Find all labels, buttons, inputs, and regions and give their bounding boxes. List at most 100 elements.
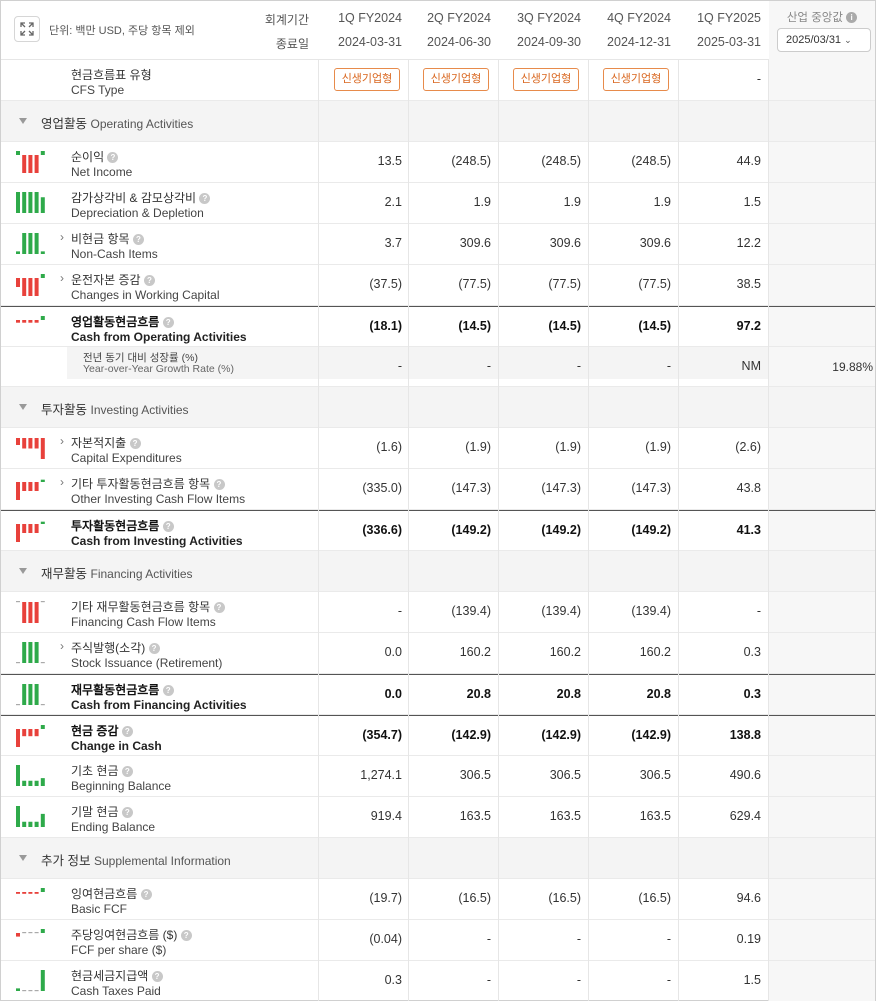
industry-date-select[interactable]: 2025/03/31 ⌄ <box>777 28 871 52</box>
row-label-en: Change in Cash <box>71 739 162 753</box>
collapse-triangle-icon[interactable] <box>19 568 27 574</box>
row-label-ko[interactable]: 운전자본 증감 ? <box>71 271 155 288</box>
row-label-ko: 감가상각비 & 감모상각비 ? <box>71 189 211 206</box>
spark-bar-negative <box>16 278 20 287</box>
info-icon[interactable]: ? <box>199 193 211 204</box>
sparkline-chart <box>16 151 45 173</box>
cell-value: (142.9) <box>451 727 491 742</box>
row-label-text: 영업활동현금흐름 <box>71 315 160 329</box>
spark-bar-negative <box>40 438 45 459</box>
chevron-right-icon[interactable]: › <box>60 230 64 244</box>
row-label-ko[interactable]: 자본적지출 ? <box>71 434 141 451</box>
period-header: 2Q FY2024 <box>427 11 491 25</box>
info-icon[interactable]: ? <box>121 766 133 777</box>
cell-value: (14.5) <box>638 318 671 333</box>
row-label-ko: 기타 재무활동현금흐름 항목 ? <box>71 598 225 615</box>
row-label-text: 운전자본 증감 <box>71 273 141 287</box>
spark-bar-positive <box>34 821 39 827</box>
expand-button[interactable] <box>14 16 40 42</box>
row-label-en: Financing Cash Flow Items <box>71 615 216 629</box>
info-icon[interactable]: ? <box>107 152 119 163</box>
info-icon[interactable]: i <box>846 12 858 23</box>
info-icon[interactable]: ? <box>162 521 174 532</box>
row-label-ko: 전년 동기 대비 성장률 (%) <box>83 352 198 364</box>
row-label-en: Cash from Investing Activities <box>71 534 243 548</box>
info-icon[interactable]: ? <box>213 479 225 490</box>
cell-value: 1,274.1 <box>360 768 402 782</box>
row-label-ko: 기초 현금 ? <box>71 762 133 779</box>
row-label-ko[interactable]: 기타 투자활동현금흐름 항목 ? <box>71 475 225 492</box>
chevron-right-icon[interactable]: › <box>60 639 64 653</box>
spark-bar-positive <box>40 479 45 482</box>
period-header: 4Q FY2024 <box>607 11 671 25</box>
info-icon[interactable]: ? <box>148 643 160 654</box>
cell-value: (1.9) <box>465 440 491 454</box>
section-header[interactable]: 투자활동 Investing Activities <box>1 387 875 428</box>
cell-value: 1.9 <box>473 195 491 209</box>
chevron-right-icon[interactable]: › <box>60 271 64 285</box>
info-icon[interactable]: ? <box>121 726 133 737</box>
info-icon[interactable]: ? <box>151 971 163 982</box>
row-label-ko: 영업활동현금흐름 ? <box>71 313 174 330</box>
spark-bar-negative <box>28 155 33 173</box>
spark-bar-positive <box>40 888 45 892</box>
collapse-triangle-icon[interactable] <box>19 118 27 124</box>
info-icon[interactable]: ? <box>143 275 155 286</box>
spark-bar-negative <box>28 320 33 323</box>
row-label-text: 현금 증감 <box>71 724 119 738</box>
section-header[interactable]: 영업활동 Operating Activities <box>1 101 875 142</box>
info-icon[interactable]: ? <box>140 889 152 900</box>
chevron-right-icon[interactable]: › <box>60 475 64 489</box>
industry-cell <box>769 60 875 100</box>
spark-bar-positive <box>16 151 20 155</box>
cfs-type-badge: 신생기업형 <box>334 68 400 91</box>
info-icon[interactable]: ? <box>213 602 225 613</box>
cell-value: - <box>756 604 761 618</box>
info-icon[interactable]: ? <box>129 438 141 449</box>
collapse-triangle-icon[interactable] <box>19 404 27 410</box>
spark-bar-negative <box>16 524 20 542</box>
section-header[interactable]: 재무활동 Financing Activities <box>1 551 875 592</box>
cell-value: 163.5 <box>459 809 491 823</box>
spark-bar-positive <box>28 780 33 786</box>
cell-value: 1.5 <box>743 195 761 209</box>
cell-value: (1.6) <box>376 440 402 454</box>
end-date-label: 종료일 <box>275 37 309 51</box>
sparkline-chart <box>16 438 45 459</box>
period-header: 1Q FY2025 <box>697 11 761 25</box>
spark-bar-negative <box>34 892 39 894</box>
table-row: › 주식발행(소각) ? Stock Issuance (Retirement) 0.… <box>1 633 875 674</box>
collapse-triangle-icon[interactable] <box>19 855 27 861</box>
info-icon[interactable]: ? <box>162 685 174 696</box>
spark-bar-positive <box>16 988 20 991</box>
sparkline-chart <box>16 806 45 827</box>
row-label-ko[interactable]: 비현금 항목 ? <box>71 230 144 247</box>
chevron-right-icon[interactable]: › <box>60 434 64 448</box>
cell-value: (248.5) <box>451 154 491 168</box>
table-row: 기초 현금 ? Beginning Balance 1,274.1 306.5 306.… <box>1 756 875 797</box>
info-icon[interactable]: ? <box>132 234 144 245</box>
table-header: 단위: 백만 USD, 주당 항목 제외 회계기간 종료일 1Q FY2024 … <box>1 1 875 60</box>
sparkline-chart <box>16 274 45 296</box>
info-icon[interactable]: ? <box>121 807 133 818</box>
row-label-text: 기말 현금 <box>71 805 119 819</box>
cell-value: 0.3 <box>384 973 402 987</box>
spark-bar-positive <box>16 251 20 254</box>
row-label-ko[interactable]: 주식발행(소각) ? <box>71 639 160 656</box>
spark-bar-negative <box>22 278 27 296</box>
section-title-ko: 영업활동 <box>41 117 88 131</box>
section-header[interactable]: 추가 정보 Supplemental Information <box>1 838 875 879</box>
spark-bar-negative <box>34 602 39 623</box>
row-label-text: 기타 투자활동현금흐름 항목 <box>71 477 211 491</box>
row-label-en: Ending Balance <box>71 820 156 834</box>
info-icon[interactable]: ? <box>180 930 192 941</box>
cell-value: 919.4 <box>370 809 402 823</box>
cell-value: (248.5) <box>631 154 671 168</box>
cell-value: (139.4) <box>541 604 581 618</box>
cell-value: (14.5) <box>458 318 491 333</box>
cell-value: (14.5) <box>548 318 581 333</box>
info-icon[interactable]: ? <box>162 317 174 328</box>
period-header: 3Q FY2024 <box>517 11 581 25</box>
row-label-en: Capital Expenditures <box>71 451 182 465</box>
sparkline-chart <box>16 192 45 213</box>
